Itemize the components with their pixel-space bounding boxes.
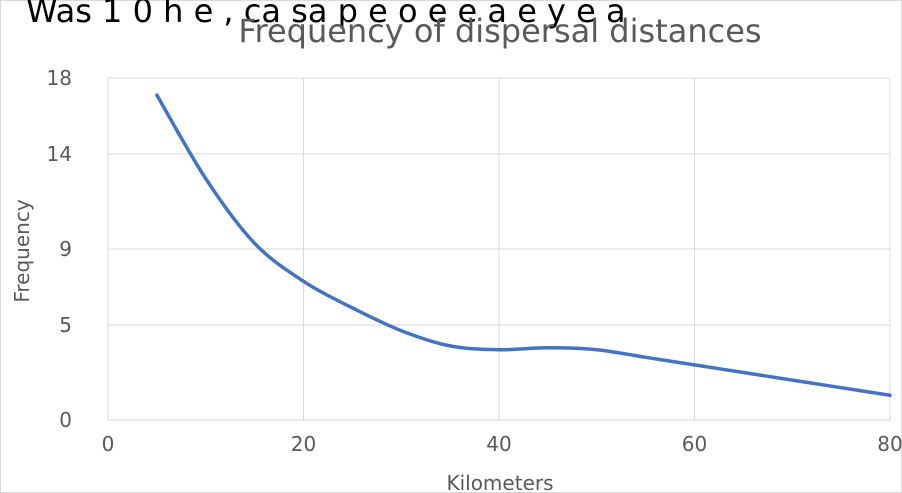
y-tick-label: 5 (59, 313, 72, 337)
data-point (253, 241, 257, 245)
data-point (350, 306, 354, 310)
x-tick-label: 80 (877, 432, 902, 456)
data-point (595, 348, 599, 352)
tick-labels: 0 5 9 14 18 0 20 40 60 80 (47, 66, 902, 456)
data-point (741, 370, 746, 375)
x-tick-label: 60 (682, 432, 707, 456)
data-point (692, 363, 697, 367)
y-axis-title: Frequency (10, 199, 34, 302)
x-axis-title: Kilometers (446, 471, 553, 493)
overflow-text: Was 1 0 h e , ca sa p e o e e a e y e a (26, 0, 626, 30)
data-point (546, 346, 550, 350)
y-tick-label: 18 (47, 66, 72, 90)
y-tick-label: 9 (59, 237, 72, 261)
x-tick-label: 40 (486, 432, 511, 456)
x-tick-label: 20 (291, 432, 316, 456)
data-point (790, 378, 794, 382)
data-point (888, 393, 892, 397)
data-point (839, 386, 843, 390)
gridlines (108, 77, 891, 420)
data-point (155, 93, 159, 97)
y-tick-label: 14 (47, 142, 72, 166)
data-point (497, 348, 501, 352)
series-layer (155, 93, 892, 398)
chart-title: Frequency of dispersal distances (238, 12, 761, 50)
data-point (399, 329, 403, 333)
data-point (301, 279, 306, 283)
series-line (155, 93, 892, 398)
data-point (644, 355, 648, 359)
x-tick-label: 0 (102, 432, 115, 456)
y-tick-label: 0 (59, 408, 72, 432)
data-point (204, 177, 208, 181)
axes (107, 78, 890, 421)
data-point (448, 344, 452, 348)
